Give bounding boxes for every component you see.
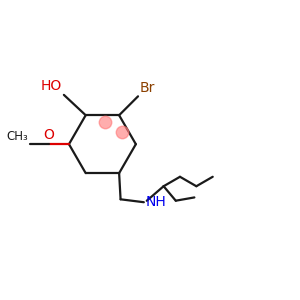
Text: CH₃: CH₃ (7, 130, 28, 143)
Text: Br: Br (140, 81, 155, 95)
Text: HO: HO (40, 80, 62, 93)
Text: NH: NH (145, 195, 166, 209)
Text: O: O (43, 128, 54, 142)
